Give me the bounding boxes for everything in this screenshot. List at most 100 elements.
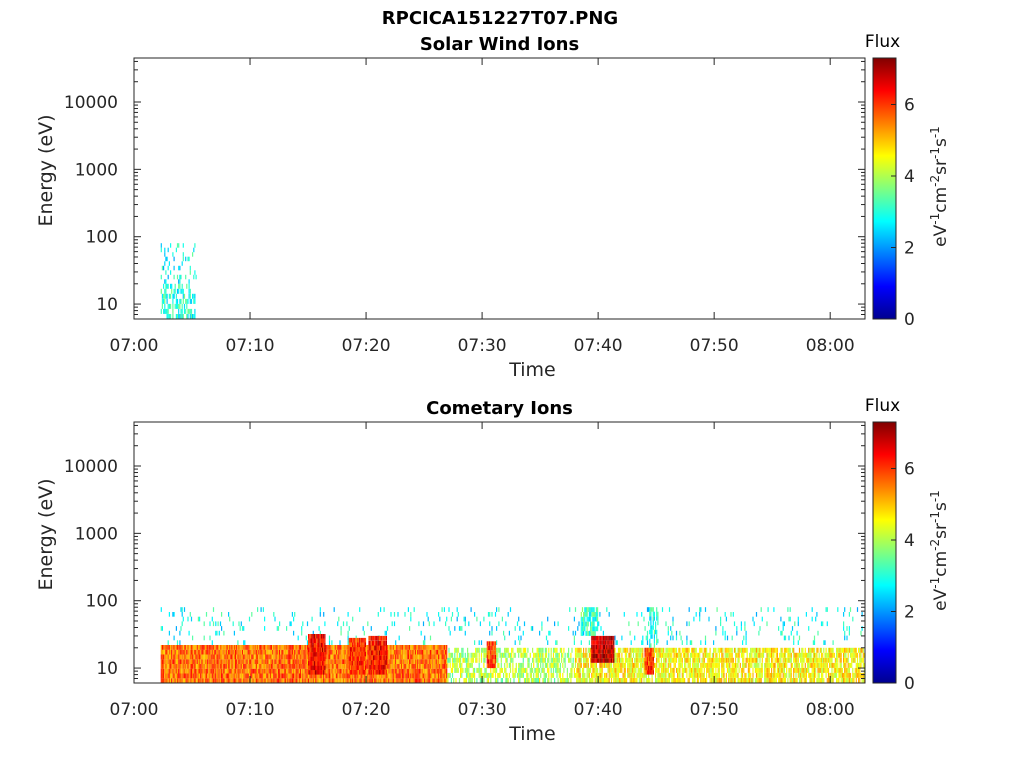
heatmap-cell [728,652,730,658]
heatmap-cell [173,265,175,271]
heatmap-cell [716,657,718,663]
heatmap-cell [583,657,585,663]
heatmap-cell [653,647,655,653]
heatmap-cell [660,672,662,678]
heatmap-cell [252,645,254,650]
heatmap-cell [819,667,821,673]
heatmap-cell [287,645,289,650]
heatmap-cell [163,265,165,271]
heatmap-cell [251,654,253,660]
heatmap-cell [861,672,863,678]
heatmap-cell [194,298,196,304]
heatmap-cell [369,635,371,641]
heatmap-cell [711,672,713,678]
heatmap-cell [562,652,564,658]
heatmap-cell [791,626,794,631]
heatmap-cell [428,649,430,655]
heatmap-cell [330,649,332,655]
heatmap-cell [730,678,732,683]
heatmap-cell [758,678,760,683]
heatmap-cell [542,667,544,673]
heatmap-cell [315,673,317,679]
heatmap-cell [421,659,423,664]
heatmap-cell [711,657,713,663]
heatmap-cell [293,664,295,669]
heatmap-cell [555,647,557,653]
heatmap-cell [678,672,680,678]
heatmap-cell [621,635,623,641]
heatmap-cell [260,659,262,664]
heatmap-cell [209,678,211,683]
heatmap-cell [435,678,437,683]
heatmap-cell [825,607,827,612]
heatmap-cell [310,643,312,648]
heatmap-cell [658,652,660,658]
heatmap-cell [310,678,312,683]
heatmap-cell [570,652,572,658]
heatmap-cell [631,672,633,678]
heatmap-cell [367,678,369,683]
heatmap-cell [264,654,266,660]
heatmap-cell [852,678,854,683]
heatmap-patch [447,647,575,683]
heatmap-cell [237,664,239,669]
heatmap-cell [224,654,226,660]
heatmap-cell [397,612,399,617]
heatmap-cell [370,635,372,641]
heatmap-cell [323,647,325,653]
heatmap-cell [782,662,784,668]
heatmap-cell [391,645,393,650]
heatmap-cell [279,673,281,679]
heatmap-cell [827,652,830,658]
heatmap-cell [335,668,338,674]
heatmap-cell [694,672,696,678]
heatmap-cell [831,647,833,653]
heatmap-cell [774,662,776,668]
heatmap-cell [759,672,761,678]
heatmap-cell [724,635,726,641]
heatmap-cell [373,669,375,675]
heatmap-cell [422,621,425,627]
heatmap-cell [181,261,183,266]
heatmap-cell [819,678,821,683]
heatmap-cell [480,652,483,658]
heatmap-cell [293,649,295,655]
heatmap-cell [641,672,643,678]
heatmap-cell [656,657,658,663]
heatmap-cell [736,652,738,658]
heatmap-cell [370,678,372,683]
heatmap-cell [315,643,317,648]
heatmap-cell [817,678,819,683]
heatmap-cell [405,645,407,650]
heatmap-cell [357,660,360,666]
heatmap-cell [255,645,257,650]
heatmap-cell [804,672,806,678]
heatmap-cell [483,672,485,678]
heatmap-cell [745,630,747,636]
heatmap-cell [493,663,495,669]
heatmap-cell [218,668,220,674]
heatmap-cell [317,634,319,639]
heatmap-cell [363,630,365,636]
heatmap-cell [837,647,839,653]
heatmap-cell [386,649,389,655]
heatmap-cell [228,645,230,650]
heatmap-cell [688,647,690,653]
heatmap-cell [830,647,832,653]
heatmap-cell [724,657,726,663]
heatmap-cell [603,672,606,678]
heatmap-cell [324,678,326,683]
heatmap-cell [274,668,276,674]
heatmap-cell [435,654,437,660]
heatmap-cell [456,607,458,612]
heatmap-cell [663,657,665,663]
heatmap-cell [812,662,814,668]
heatmap-cell [188,645,190,650]
heatmap-cell [298,673,300,679]
heatmap-cell [328,640,331,645]
heatmap-cell [691,647,693,653]
heatmap-cell [614,652,616,658]
heatmap-cell [381,655,383,661]
heatmap-cell [784,647,787,653]
heatmap-cell [388,678,390,683]
